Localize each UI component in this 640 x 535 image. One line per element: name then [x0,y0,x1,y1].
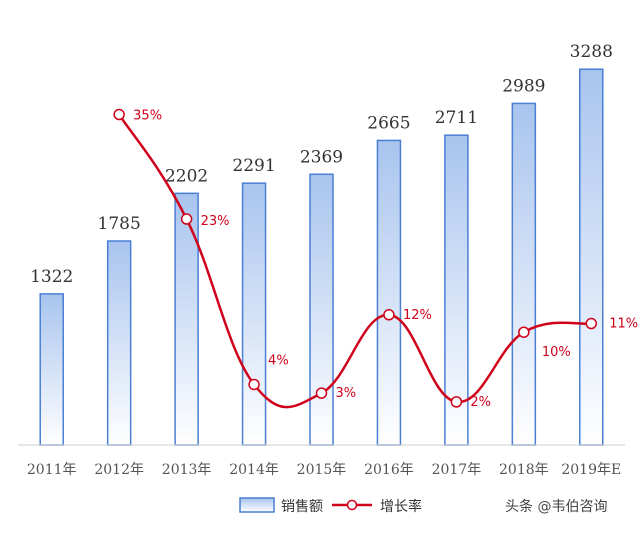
bar-2019年E [579,68,604,446]
bar-value-label: 2369 [300,147,343,167]
bar-2011年 [39,293,64,446]
category-label: 2011年 [27,462,77,478]
bar-value-label: 1785 [98,214,141,234]
growth-rate-line [118,113,592,409]
bar-value-label: 1322 [30,267,73,287]
category-labels: 2011年 2012年 2013年 2014年 2015年 2016年 2017年 2018年… [27,462,621,478]
bars-layer: 1322 1785 2202 2291 2369 2665 2711 2989 3288 [30,42,613,446]
bar-value-label: 3288 [570,42,613,62]
growth-marker [450,396,463,408]
growth-value-label: 3% [336,386,357,401]
category-label: 2012年 [94,462,144,478]
category-label: 2015年 [297,462,347,478]
legend-line-marker [346,499,358,511]
bar-2015年 [309,173,334,446]
bar-2018年 [511,102,537,446]
growth-marker [518,326,530,338]
growth-value-label: 11% [609,317,638,332]
category-label: 2018年 [499,462,549,478]
growth-marker [315,387,328,399]
legend-line-label: 增长率 [380,498,422,515]
category-label: 2014年 [229,462,279,478]
growth-value-label: 23% [201,214,230,229]
bar-value-label: 2989 [502,76,545,96]
growth-marker [113,108,125,121]
legend: 销售额 增长率 [239,497,422,515]
growth-marker [180,213,193,225]
growth-marker [585,317,598,330]
bar-2016年 [376,139,402,446]
category-label: 2013年 [162,462,212,478]
legend-bar-label: 销售额 [281,499,323,515]
growth-value-label: 12% [403,308,432,323]
bar-2012年 [106,240,132,446]
growth-value-label: 10% [542,345,571,360]
bar-value-label: 2711 [435,108,478,128]
growth-value-label: 35% [133,109,162,124]
bar-2013年 [174,192,199,446]
line-layer: 35% 23% 4% 3% 12% 2% 10% 11% [113,108,638,410]
bar-value-label: 2202 [165,166,208,186]
bar-value-label: 2291 [232,156,275,176]
bar-value-label: 2665 [367,113,410,133]
category-label: 2016年 [364,462,414,478]
legend-bar-swatch [239,497,275,513]
growth-value-label: 2% [470,395,491,410]
category-label: 2017年 [432,462,482,478]
bar-2014年 [241,182,267,446]
growth-marker [248,378,260,391]
growth-marker [383,309,395,321]
growth-value-label: 4% [268,353,289,368]
watermark: 头条 @韦伯咨询 [505,498,607,515]
category-label: 2019年E [561,462,621,478]
